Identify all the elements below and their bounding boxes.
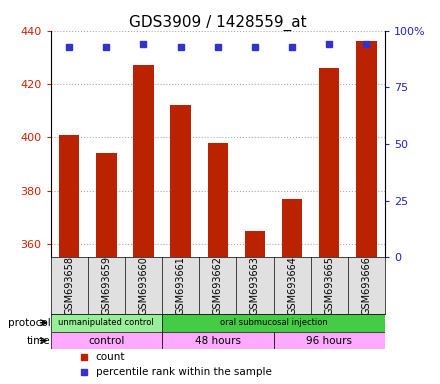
Bar <box>319 68 340 257</box>
Text: GSM693662: GSM693662 <box>213 256 223 315</box>
Text: 48 hours: 48 hours <box>195 336 241 346</box>
Text: GSM693664: GSM693664 <box>287 256 297 315</box>
Bar <box>208 142 228 257</box>
Bar <box>356 41 377 257</box>
Text: GSM693663: GSM693663 <box>250 256 260 315</box>
Text: protocol: protocol <box>8 318 51 328</box>
Bar <box>162 332 274 349</box>
Bar <box>51 314 162 332</box>
Bar <box>162 314 385 332</box>
Title: GDS3909 / 1428559_at: GDS3909 / 1428559_at <box>129 15 307 31</box>
Bar <box>170 105 191 257</box>
Text: GSM693660: GSM693660 <box>139 256 148 315</box>
Text: unmanipulated control: unmanipulated control <box>59 318 154 327</box>
Bar <box>274 332 385 349</box>
Text: control: control <box>88 336 125 346</box>
Text: count: count <box>96 352 125 362</box>
Text: time: time <box>27 336 51 346</box>
Text: GSM693659: GSM693659 <box>101 256 111 315</box>
Bar <box>133 65 154 257</box>
Bar <box>282 199 302 257</box>
Text: GSM693658: GSM693658 <box>64 256 74 315</box>
Text: percentile rank within the sample: percentile rank within the sample <box>96 367 271 377</box>
Bar <box>51 332 162 349</box>
Text: 96 hours: 96 hours <box>306 336 352 346</box>
Bar <box>96 153 117 257</box>
Text: GSM693665: GSM693665 <box>324 256 334 315</box>
Text: oral submucosal injection: oral submucosal injection <box>220 318 327 327</box>
Text: GSM693661: GSM693661 <box>176 256 186 315</box>
Bar <box>59 135 79 257</box>
Text: GSM693666: GSM693666 <box>361 256 371 315</box>
Bar <box>245 230 265 257</box>
